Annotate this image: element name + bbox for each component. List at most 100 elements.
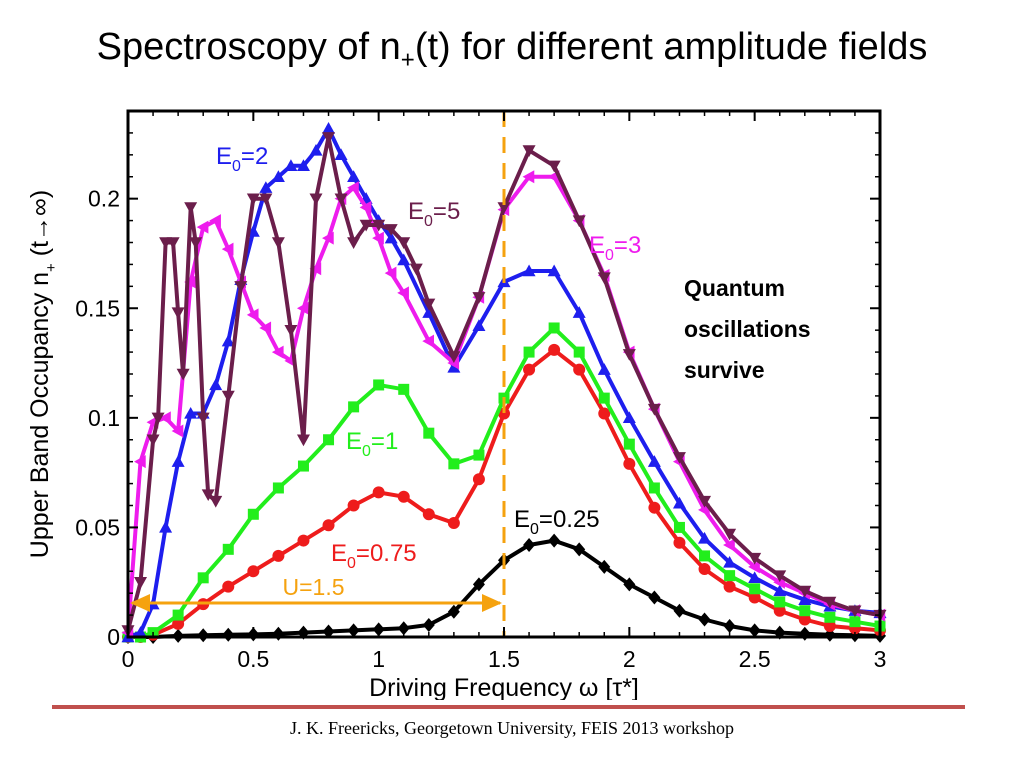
data-point <box>748 552 762 565</box>
data-point <box>322 624 335 639</box>
data-point <box>166 237 180 249</box>
data-point <box>823 620 836 633</box>
data-point <box>648 482 660 494</box>
data-point <box>597 363 611 375</box>
footer-text: J. K. Freericks, Georgetown University, … <box>290 718 734 738</box>
data-point <box>189 237 203 249</box>
data-point <box>547 160 561 173</box>
data-point <box>184 202 198 214</box>
data-point <box>573 363 586 376</box>
data-point <box>548 533 561 548</box>
series-label: E0=5 <box>408 198 460 230</box>
data-point <box>348 401 360 413</box>
data-point <box>572 306 586 318</box>
data-point <box>798 593 812 605</box>
data-point <box>672 496 686 509</box>
y-tick-label: 0.2 <box>88 186 120 212</box>
data-point <box>422 334 434 348</box>
x-tick-label: 3 <box>874 646 887 672</box>
data-point <box>347 181 359 195</box>
data-point <box>297 534 310 547</box>
data-point <box>774 596 786 608</box>
data-point <box>397 286 409 300</box>
data-point <box>359 200 372 214</box>
x-tick-label: 0 <box>122 646 135 672</box>
data-point <box>824 611 836 623</box>
data-point <box>221 334 235 347</box>
data-point <box>598 392 610 404</box>
data-point <box>397 490 410 503</box>
data-point <box>296 159 310 171</box>
data-point <box>397 253 411 266</box>
ticks-layer: 0 0.5 1 1.5 2 2.5 3 0 0.05 0.1 0.15 0.2 <box>75 111 886 672</box>
data-point <box>221 242 234 256</box>
data-point <box>723 538 735 552</box>
data-point <box>159 520 173 533</box>
data-point <box>798 613 811 626</box>
data-point <box>798 585 812 598</box>
data-point <box>573 542 586 557</box>
data-point <box>698 612 711 627</box>
data-point <box>201 489 215 502</box>
data-point <box>572 215 586 228</box>
data-point <box>384 224 398 236</box>
data-point <box>749 583 761 595</box>
data-point <box>322 231 334 245</box>
data-point <box>271 237 285 249</box>
data-point <box>447 604 460 619</box>
data-point <box>699 550 711 562</box>
series-E0=5 <box>121 132 887 637</box>
data-point <box>723 528 737 541</box>
data-point <box>773 570 787 583</box>
data-point <box>522 145 536 157</box>
y-tick-label: 0 <box>107 624 120 650</box>
data-point <box>673 603 686 618</box>
data-point <box>372 219 386 232</box>
data-point <box>347 237 361 249</box>
data-point <box>284 324 298 337</box>
data-point <box>347 499 360 512</box>
data-point <box>573 346 585 358</box>
data-point <box>523 346 535 358</box>
data-point <box>422 298 436 311</box>
y-axis-title: Upper Band Occupancy n+ (t→∞) <box>26 190 60 558</box>
data-point <box>309 262 322 276</box>
data-point <box>297 460 309 472</box>
data-point <box>522 170 535 184</box>
series-label: E0=1 <box>346 428 398 460</box>
data-point <box>748 571 762 584</box>
data-point <box>172 617 185 630</box>
data-point <box>322 519 335 532</box>
data-point <box>134 626 148 638</box>
x-tick-label: 1 <box>372 646 385 672</box>
data-point <box>823 596 837 609</box>
data-point <box>673 521 685 533</box>
data-point <box>397 237 411 249</box>
data-point <box>184 275 196 289</box>
data-point <box>196 412 210 425</box>
data-point <box>323 434 335 446</box>
data-point <box>272 482 284 494</box>
data-point <box>209 214 221 228</box>
data-point <box>176 368 190 381</box>
data-point <box>209 495 223 508</box>
data-point <box>597 272 611 285</box>
data-point <box>422 508 435 521</box>
y-tick-label: 0.1 <box>88 405 120 431</box>
data-point <box>447 517 460 530</box>
data-point <box>723 555 737 568</box>
data-point <box>373 379 385 391</box>
series-label: E0=0.25 <box>514 506 600 538</box>
data-point <box>246 308 259 322</box>
data-point <box>523 537 536 552</box>
data-point <box>497 202 511 214</box>
data-point <box>698 531 712 544</box>
data-point <box>334 148 348 161</box>
data-point <box>522 264 536 277</box>
data-point <box>184 406 198 419</box>
title-suffix: (t) for different amplitude fields <box>414 26 928 68</box>
data-point <box>397 621 410 636</box>
series-label-layer: E0=0.25 E0=0.75 E0=1 E0=2 E0=3 E0=5 <box>216 143 641 572</box>
series-layer <box>121 122 887 644</box>
data-point <box>748 591 761 604</box>
